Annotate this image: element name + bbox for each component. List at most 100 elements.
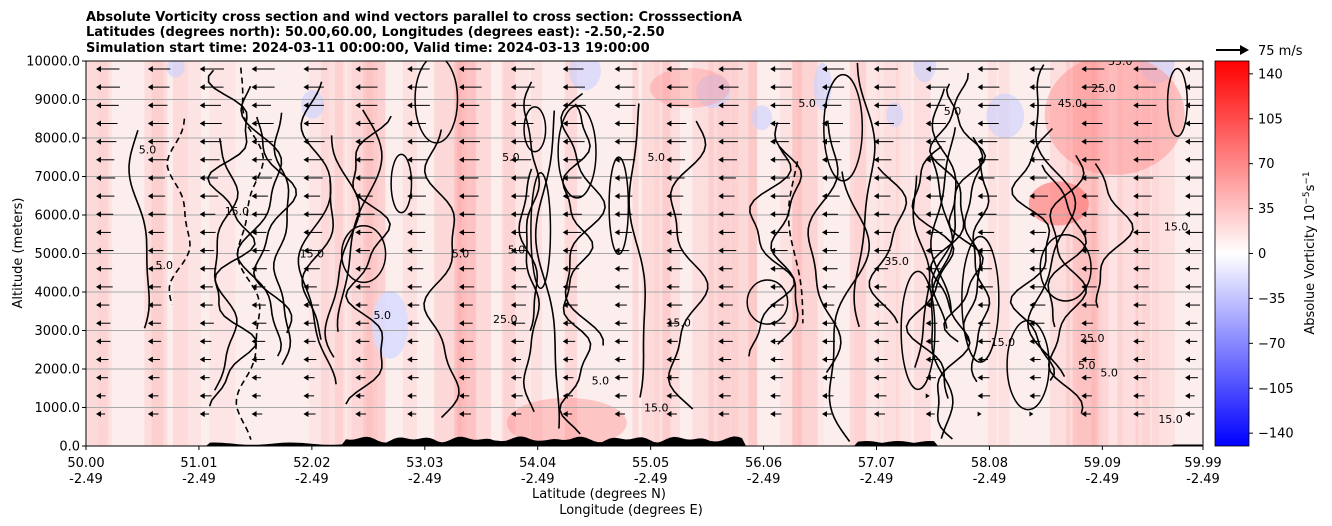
x-tick-longitude-label: -2.49 <box>521 472 555 487</box>
negative-vorticity-patch <box>913 61 937 83</box>
wind-vector-head <box>147 229 153 236</box>
wind-vector-head <box>718 411 724 417</box>
wind-vector-head <box>873 120 879 127</box>
positive-vorticity-patch <box>1028 181 1089 226</box>
contour-label: 25.0 <box>493 313 518 326</box>
wind-vector-head <box>666 138 672 145</box>
contour-label: 15.0 <box>225 205 250 218</box>
wind-vector-head <box>562 156 568 163</box>
wind-vector-head <box>407 411 413 417</box>
wind-vector-head <box>1029 283 1035 290</box>
wind-vector-head <box>873 66 879 72</box>
wind-vector-head <box>770 392 776 399</box>
wind-vector-head <box>1133 247 1139 254</box>
wind-vectors <box>96 66 1203 417</box>
wind-vector-head <box>355 84 361 91</box>
wind-vector-head <box>925 411 931 417</box>
wind-vector-head <box>1029 338 1035 345</box>
wind-vector-head <box>718 102 724 109</box>
y-tick-label: 5000.0 <box>35 247 81 262</box>
wind-vector-head <box>251 356 257 363</box>
wind-vector-head <box>666 211 672 218</box>
wind-vector-head <box>718 174 724 181</box>
wind-vector-head <box>96 174 101 181</box>
wind-vector-head <box>199 193 205 200</box>
x-tick-latitude-label: 59.99 <box>1184 456 1221 471</box>
wind-vector-head <box>510 66 516 72</box>
contour-label: 15.0 <box>300 247 325 260</box>
wind-vector-head <box>977 283 983 290</box>
wind-vector-head <box>199 338 205 345</box>
wind-vector-head <box>1133 265 1139 272</box>
wind-vector-head <box>199 211 205 218</box>
positive-contour-line <box>868 166 908 324</box>
wind-vector-head <box>1029 138 1035 145</box>
wind-vector-head <box>770 120 776 127</box>
wind-vector-head <box>459 174 464 181</box>
wind-vector-head <box>666 320 672 327</box>
wind-vector-head <box>1081 283 1087 290</box>
wind-vector-head <box>510 174 516 181</box>
x-tick-latitude-label: 58.08 <box>971 456 1008 471</box>
wind-vector-head <box>96 283 101 290</box>
wind-vector-head <box>303 247 309 254</box>
wind-vector-head <box>1081 156 1087 163</box>
wind-vector-head <box>199 174 205 181</box>
quiver-key-arrowhead <box>1240 45 1249 55</box>
wind-vector-head <box>1081 102 1087 109</box>
wind-vector-head <box>614 120 620 127</box>
wind-vector-head <box>251 211 257 218</box>
wind-vector-head <box>925 265 931 272</box>
wind-vector-head <box>459 211 464 218</box>
wind-vector-head <box>822 320 827 327</box>
wind-vector-head <box>147 156 153 163</box>
closed-contour-loop <box>1039 234 1092 302</box>
y-axis-ticks: 0.0 1000.0 2000.0 3000.0 4000.0 5000.0 6000.0 7… <box>26 55 86 455</box>
y-tick-label: 1000.0 <box>35 401 81 416</box>
wind-vector-head <box>1029 265 1035 272</box>
wind-vector-head <box>1185 411 1190 417</box>
negative-vorticity-patch <box>568 61 601 91</box>
wind-vector-head <box>562 265 568 272</box>
closed-contour-loop <box>961 235 1000 363</box>
wind-vector-head <box>614 66 620 72</box>
x-tick-latitude-label: 56.06 <box>745 456 782 471</box>
wind-vector-head <box>407 84 413 91</box>
wind-vector-head <box>251 174 257 181</box>
wind-vector-head <box>1185 174 1190 181</box>
wind-vector-head <box>1185 356 1190 363</box>
title-line-3: Simulation start time: 2024-03-11 00:00:… <box>86 41 650 56</box>
wind-vector-head <box>147 174 153 181</box>
colorbar-tick-label: 35 <box>1258 202 1275 217</box>
wind-vector-head <box>977 138 983 145</box>
wind-vector-head <box>96 265 101 272</box>
negative-contour-line <box>235 67 265 440</box>
wind-vector-head <box>407 356 413 363</box>
wind-vector-head <box>1133 229 1139 236</box>
wind-vector-head <box>718 338 724 345</box>
wind-vector-head <box>1081 302 1087 309</box>
wind-vector-head <box>199 229 205 236</box>
colorbar-ticks: 140 105 70 35 0 −35 −70 −105 −140 <box>1249 67 1294 442</box>
positive-contour-line <box>336 109 383 332</box>
wind-vector-head <box>303 156 309 163</box>
wind-vector-head <box>199 84 205 91</box>
wind-vector-head <box>822 193 827 200</box>
wind-vector-head <box>562 102 568 109</box>
wind-vector-head <box>1133 211 1139 218</box>
wind-vector-head <box>1185 283 1190 290</box>
wind-vector-head <box>147 102 153 109</box>
wind-vector-head <box>251 120 257 127</box>
wind-vector-head <box>303 320 309 327</box>
contour-label: 15.0 <box>1158 413 1183 426</box>
wind-vector-head <box>251 374 257 381</box>
wind-vector-head <box>977 320 983 327</box>
wind-vector-head <box>199 156 205 163</box>
wind-vector-head <box>303 374 309 381</box>
wind-vector-head <box>666 411 672 417</box>
colorbar-tick-label: −105 <box>1258 382 1294 397</box>
wind-vector-head <box>925 211 931 218</box>
wind-vector-head <box>147 193 153 200</box>
wind-vector-head <box>510 374 516 381</box>
wind-vector-head <box>925 174 931 181</box>
